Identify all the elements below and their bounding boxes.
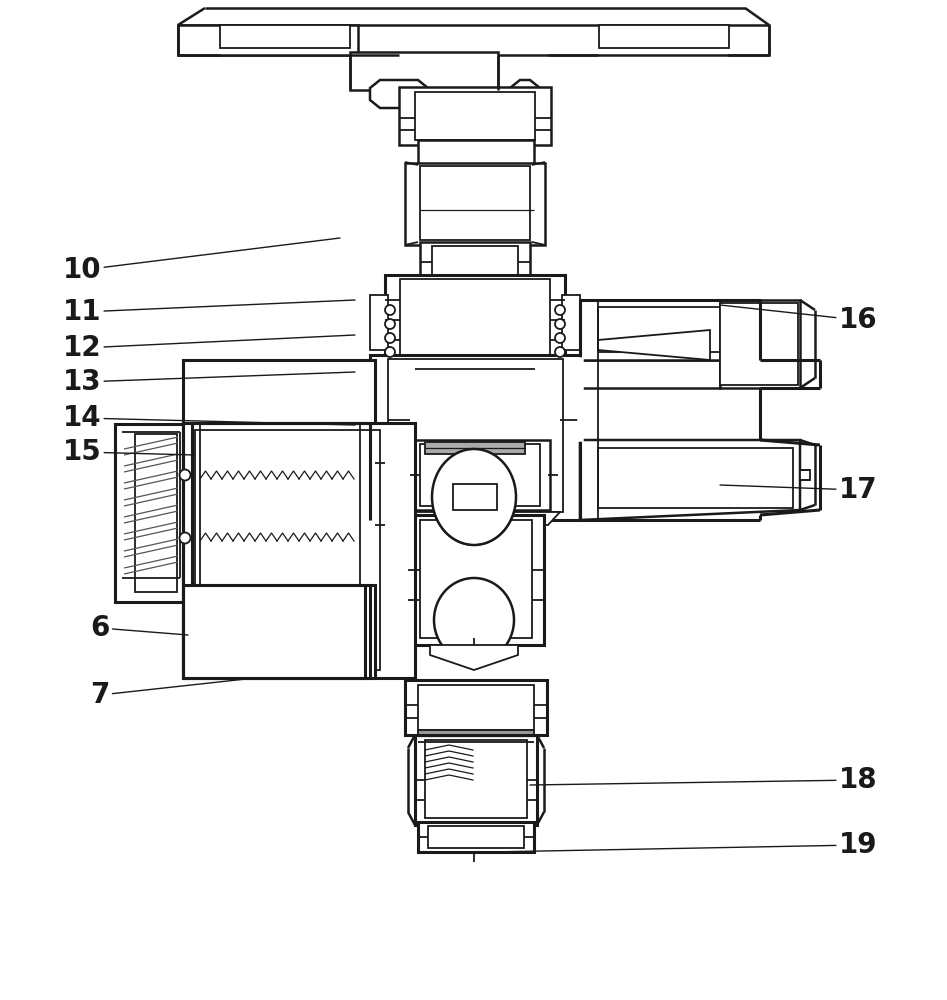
- Bar: [399, 87, 551, 145]
- Bar: [220, 25, 350, 48]
- Bar: [122, 432, 180, 578]
- Bar: [420, 166, 530, 240]
- Ellipse shape: [432, 449, 516, 545]
- Bar: [430, 286, 520, 294]
- Bar: [428, 826, 524, 848]
- Text: 15: 15: [63, 438, 195, 466]
- Bar: [578, 358, 582, 440]
- Text: 16: 16: [720, 305, 877, 334]
- Text: 10: 10: [63, 238, 340, 284]
- Bar: [425, 740, 527, 818]
- Bar: [598, 307, 753, 352]
- Bar: [430, 278, 520, 286]
- Text: 6: 6: [90, 614, 188, 642]
- Polygon shape: [178, 25, 769, 55]
- Bar: [415, 92, 535, 140]
- Text: 17: 17: [720, 476, 877, 504]
- Circle shape: [180, 470, 190, 481]
- Bar: [425, 442, 525, 454]
- Circle shape: [385, 319, 395, 329]
- Polygon shape: [430, 645, 518, 670]
- Bar: [405, 680, 547, 735]
- Polygon shape: [388, 512, 560, 525]
- Bar: [415, 735, 537, 825]
- Bar: [385, 275, 565, 360]
- Circle shape: [385, 305, 395, 315]
- Bar: [420, 242, 530, 280]
- Text: 13: 13: [63, 368, 355, 396]
- Circle shape: [555, 319, 565, 329]
- Bar: [178, 25, 358, 55]
- Polygon shape: [510, 80, 540, 108]
- Bar: [115, 425, 375, 585]
- Bar: [420, 444, 540, 506]
- Bar: [115, 424, 195, 602]
- Bar: [453, 484, 497, 510]
- Text: 18: 18: [530, 766, 877, 794]
- Bar: [400, 279, 550, 355]
- Circle shape: [555, 347, 565, 357]
- Bar: [195, 430, 380, 670]
- Bar: [418, 140, 534, 165]
- Bar: [415, 358, 535, 380]
- Bar: [599, 25, 729, 48]
- Bar: [405, 163, 545, 245]
- Text: 14: 14: [63, 404, 355, 432]
- Text: 12: 12: [63, 334, 355, 362]
- Bar: [190, 463, 375, 488]
- Bar: [800, 470, 810, 480]
- Bar: [370, 295, 388, 350]
- Polygon shape: [580, 360, 720, 388]
- Polygon shape: [370, 80, 428, 108]
- Bar: [425, 362, 525, 376]
- Bar: [183, 423, 415, 678]
- Bar: [370, 355, 580, 520]
- Ellipse shape: [434, 578, 514, 662]
- Polygon shape: [580, 440, 800, 520]
- Bar: [432, 246, 518, 276]
- Bar: [135, 434, 177, 592]
- Circle shape: [555, 333, 565, 343]
- Bar: [190, 525, 375, 550]
- Polygon shape: [183, 360, 375, 678]
- Text: 11: 11: [63, 298, 355, 326]
- Circle shape: [385, 347, 395, 357]
- Bar: [410, 440, 550, 510]
- Bar: [598, 448, 793, 508]
- Bar: [418, 822, 534, 852]
- Bar: [420, 520, 532, 638]
- Polygon shape: [580, 300, 760, 360]
- Text: 19: 19: [490, 831, 877, 859]
- Circle shape: [555, 305, 565, 315]
- Bar: [388, 359, 563, 512]
- Bar: [418, 730, 534, 742]
- Polygon shape: [720, 300, 800, 388]
- Bar: [720, 303, 798, 385]
- Polygon shape: [598, 330, 710, 360]
- Bar: [562, 295, 580, 350]
- Bar: [115, 582, 375, 602]
- Bar: [418, 685, 534, 730]
- Text: 7: 7: [90, 678, 255, 709]
- Bar: [408, 515, 544, 645]
- Bar: [350, 52, 498, 90]
- Circle shape: [180, 532, 190, 544]
- Circle shape: [385, 333, 395, 343]
